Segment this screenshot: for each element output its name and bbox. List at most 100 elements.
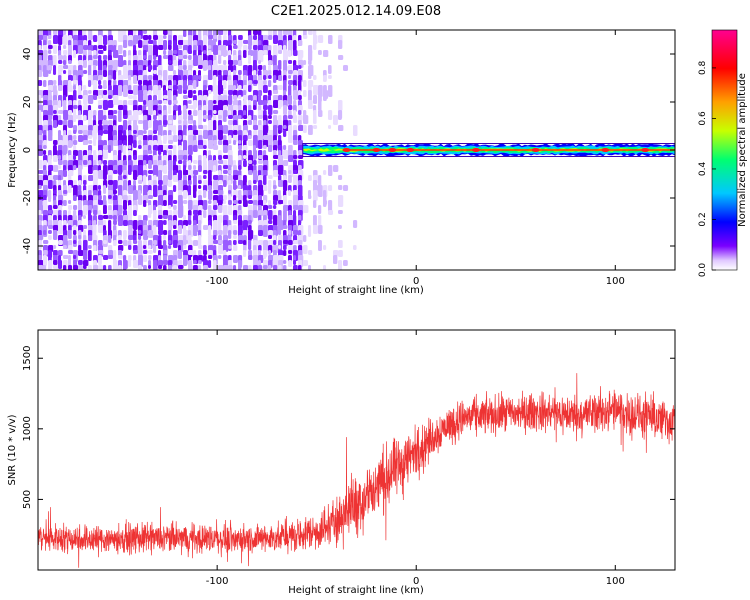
spectrogram-noise-cell [73, 135, 77, 140]
spectrogram-noise-cell [68, 140, 72, 148]
spectrogram-noise-cell [168, 120, 173, 124]
spectrogram-noise-cell [63, 245, 67, 249]
spectrogram-noise-cell [48, 45, 53, 49]
spectrogram-noise-cell [283, 130, 287, 137]
spectrogram-noise-cell [223, 50, 228, 56]
spectrogram-noise-cell [53, 120, 58, 128]
spectrogram-noise-cell [58, 55, 63, 60]
spectrogram-noise-cell [108, 95, 112, 99]
spectrogram-noise-cell [178, 45, 183, 49]
spectrogram-noise-cell [83, 205, 89, 211]
spectrogram-noise-cell [108, 265, 112, 270]
spectrogram-noise-cell [53, 245, 57, 249]
spectrogram-noise-cell [308, 75, 312, 79]
spectrogram-noise-cell [148, 160, 153, 166]
spectrogram-noise-cell [268, 205, 273, 209]
spectrogram-noise-cell [58, 120, 63, 125]
spectrogram-noise-cell [48, 105, 53, 116]
spectrogram-noise-cell [163, 260, 169, 265]
spectrogram-noise-cell [273, 205, 277, 209]
spectrogram-noise-cell [218, 160, 224, 164]
spectrogram-noise-cell [178, 160, 183, 164]
spectrogram-noise-cell [173, 265, 178, 270]
spectrogram-noise-cell [208, 75, 213, 80]
spectrogram-noise-cell [143, 215, 148, 221]
colorbar-tick-label: 0.2 [698, 212, 708, 226]
spectrogram-noise-cell [268, 265, 272, 270]
spectrogram-noise-cell [258, 160, 263, 164]
spectrogram-noise-cell [218, 135, 224, 139]
spectrogram-noise-cell [133, 210, 137, 216]
spectrogram-noise-cell [248, 95, 253, 101]
spectrogram-noise-cell [298, 265, 302, 270]
spectrogram-noise-cell [248, 135, 252, 139]
spectrogram-noise-cell [288, 155, 294, 162]
spectrogram-noise-cell [178, 75, 182, 81]
spectrogram-noise-cell [93, 35, 98, 42]
spectrogram-noise-cell [208, 190, 213, 200]
spectrogram-noise-cell [98, 60, 103, 71]
spectrogram-noise-cell [98, 215, 104, 220]
spectrogram-noise-cell [308, 90, 312, 101]
spectrogram-noise-cell [158, 75, 162, 81]
spectrogram-noise-cell [283, 265, 287, 270]
spectrogram-noise-cell [263, 265, 268, 269]
spectrogram-noise-cell [148, 50, 153, 56]
spectrogram-noise-cell [168, 145, 173, 149]
spectrogram-noise-cell [228, 230, 232, 239]
spectrogram-noise-cell [63, 190, 68, 194]
spectrogram-noise-cell [98, 265, 103, 270]
spectrogram-noise-cell [268, 255, 274, 261]
spectrogram-noise-cell [318, 50, 322, 55]
spectrogram-noise-cell [138, 130, 144, 136]
spectrogram-noise-cell [278, 105, 282, 109]
spectrogram-noise-cell [158, 165, 163, 171]
spectrogram-noise-cell [103, 125, 109, 130]
spectrogram-noise-cell [128, 255, 132, 261]
spectrogram-noise-cell [138, 120, 144, 124]
spectrogram-noise-cell [273, 110, 279, 114]
spectrogram-noise-cell [198, 110, 203, 122]
spectrogram-noise-cell [183, 65, 187, 70]
spectrogram-noise-cell [138, 180, 143, 184]
spectrogram-noise-cell [248, 40, 253, 46]
spectrogram-noise-cell [128, 205, 132, 217]
spectrogram-noise-cell [238, 160, 242, 166]
spectrogram-noise-cell [43, 110, 49, 116]
spectrogram-noise-cell [153, 45, 159, 57]
spectrogram-noise-cell [318, 225, 323, 234]
spectrogram-noise-cell [203, 210, 207, 218]
spectrogram-noise-cell [213, 85, 218, 95]
spectrogram-noise-cell [58, 60, 63, 64]
spectrogram-noise-cell [208, 225, 212, 236]
spectrogram-noise-cell [258, 200, 264, 206]
spectrogram-noise-cell [123, 240, 128, 246]
spectrogram-noise-cell [98, 160, 102, 165]
spectrogram-noise-cell [103, 115, 107, 120]
spectrogram-noise-cell [323, 200, 328, 205]
spectrogram-noise-cell [223, 200, 227, 204]
spectrogram-noise-cell [153, 115, 157, 120]
spectrogram-noise-cell [338, 240, 343, 248]
spectrogram-noise-cell [243, 155, 247, 159]
spectrogram-noise-cell [203, 115, 209, 119]
spectrogram-noise-cell [213, 165, 217, 172]
spectrogram-noise-cell [68, 250, 74, 254]
snr-series-line [38, 373, 675, 568]
spectrogram-noise-cell [243, 245, 247, 251]
spectrogram-x-ticks: -100 0 100 [206, 30, 625, 287]
spectrogram-noise-cell [183, 245, 187, 249]
spectrogram-noise-cell [148, 230, 154, 238]
spectrogram-noise-cell [93, 245, 97, 251]
spectrogram-noise-cell [53, 215, 57, 221]
spectrogram-noise-cell [98, 45, 104, 49]
spectrogram-noise-cell [223, 80, 227, 89]
spectrogram-noise-cell [128, 90, 134, 94]
spectrogram-noise-cell [88, 175, 94, 181]
spectrogram-noise-cell [148, 150, 153, 154]
spectrogram-noise-cell [288, 230, 292, 235]
spectrogram-noise-cell [233, 220, 238, 224]
spectrogram-noise-cell [98, 120, 103, 125]
spectrogram-noise-cell [93, 170, 99, 181]
